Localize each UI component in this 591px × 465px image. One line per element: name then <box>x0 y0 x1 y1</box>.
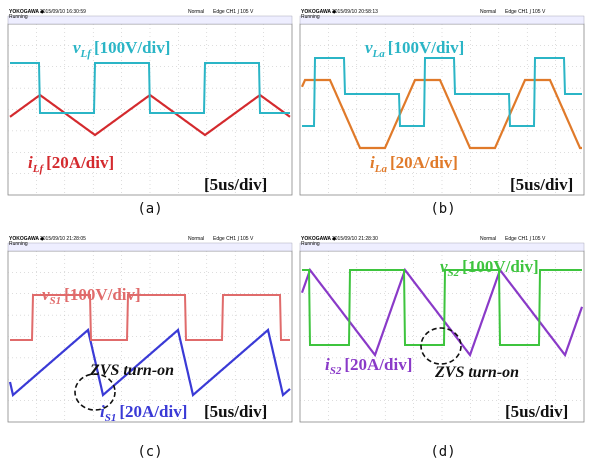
label-scale: [100V/div] <box>462 257 539 276</box>
scope-panel: YOKOGAWA ◆2015/09/10 21:28:30RunningNorm… <box>300 236 584 422</box>
scope-toolbar <box>8 16 292 24</box>
label-scale: [100V/div] <box>94 38 171 57</box>
scope-mode: Normal <box>480 9 496 15</box>
scope-toolbar <box>8 243 292 251</box>
label-subscript: S1 <box>50 295 62 307</box>
scope-mode: Normal <box>480 236 496 242</box>
scope-timestamp: 2015/09/10 21:28:05 <box>40 236 86 242</box>
scope-screen <box>8 251 292 422</box>
scope-toolbar <box>300 16 584 24</box>
label-subscript: S1 <box>105 412 117 424</box>
label-scale: [100V/div] <box>388 38 465 57</box>
time-scale: [5us/div] <box>505 402 568 421</box>
label-scale: [20A/div] <box>119 402 187 421</box>
caption: (c) <box>137 444 162 460</box>
scope-mode: Normal <box>188 236 204 242</box>
caption: (a) <box>137 201 162 217</box>
annotation: ZVS turn-on <box>89 362 174 379</box>
scope-toolbar <box>300 243 584 251</box>
scope-status: Running <box>9 14 28 20</box>
scope-timestamp: 2015/09/10 20:58:13 <box>332 9 378 15</box>
scope-trigger: Edge CH1 ∫ 105 V <box>213 236 254 242</box>
annotation: ZVS turn-on <box>434 364 519 381</box>
scope-trigger: Edge CH1 ∫ 105 V <box>505 236 546 242</box>
scope-status: Running <box>9 241 28 247</box>
label-subscript: Lf <box>80 48 93 60</box>
scope-status: Running <box>301 241 320 247</box>
label-subscript: S2 <box>330 365 342 377</box>
label-subscript: La <box>374 163 388 175</box>
scope-panel: YOKOGAWA ◆2015/09/10 16:30:59RunningNorm… <box>8 9 292 195</box>
label-subscript: Lf <box>32 163 45 175</box>
scope-trigger: Edge CH1 ∫ 105 V <box>213 9 254 15</box>
figure: YOKOGAWA ◆2015/09/10 16:30:59RunningNorm… <box>0 0 591 465</box>
scope-screen <box>300 251 584 422</box>
label-scale: [100V/div] <box>64 285 141 304</box>
scope-mode: Normal <box>188 9 204 15</box>
scope-timestamp: 2015/09/10 21:28:30 <box>332 236 378 242</box>
label-scale: [20A/div] <box>46 153 114 172</box>
scope-status: Running <box>301 14 320 20</box>
caption: (b) <box>430 201 455 217</box>
time-scale: [5us/div] <box>510 175 573 194</box>
scope-timestamp: 2015/09/10 16:30:59 <box>40 9 86 15</box>
time-scale: [5us/div] <box>204 402 267 421</box>
label-scale: [20A/div] <box>344 355 412 374</box>
scope-panel: YOKOGAWA ◆2015/09/10 20:58:13RunningNorm… <box>300 9 584 195</box>
label-subscript: La <box>372 48 386 60</box>
time-scale: [5us/div] <box>204 175 267 194</box>
caption: (d) <box>430 444 455 460</box>
label-subscript: S2 <box>448 267 460 279</box>
label-scale: [20A/div] <box>390 153 458 172</box>
scope-panel: YOKOGAWA ◆2015/09/10 21:28:05RunningNorm… <box>8 236 292 424</box>
scope-trigger: Edge CH1 ∫ 105 V <box>505 9 546 15</box>
